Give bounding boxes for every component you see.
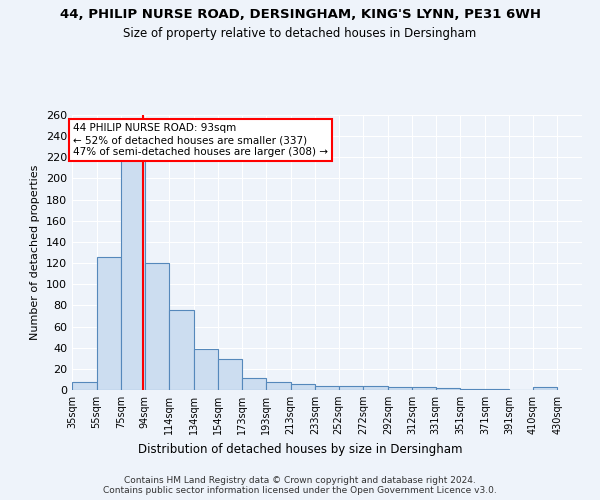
Text: Contains HM Land Registry data © Crown copyright and database right 2024.
Contai: Contains HM Land Registry data © Crown c… xyxy=(103,476,497,495)
Text: Distribution of detached houses by size in Dersingham: Distribution of detached houses by size … xyxy=(138,442,462,456)
Bar xyxy=(316,386,338,390)
Bar xyxy=(97,256,121,390)
Bar xyxy=(218,360,242,390)
Bar xyxy=(412,387,436,390)
Bar xyxy=(338,386,363,390)
Bar xyxy=(72,382,97,390)
Bar xyxy=(388,387,412,390)
Text: 44 PHILIP NURSE ROAD: 93sqm
← 52% of detached houses are smaller (337)
47% of se: 44 PHILIP NURSE ROAD: 93sqm ← 52% of det… xyxy=(73,124,328,156)
Bar xyxy=(145,263,169,390)
Bar xyxy=(169,310,194,390)
Bar xyxy=(533,387,557,390)
Bar xyxy=(266,382,291,390)
Bar xyxy=(121,126,145,390)
Bar xyxy=(242,378,266,390)
Bar xyxy=(291,384,316,390)
Y-axis label: Number of detached properties: Number of detached properties xyxy=(31,165,40,340)
Bar xyxy=(460,389,485,390)
Bar xyxy=(363,386,388,390)
Text: 44, PHILIP NURSE ROAD, DERSINGHAM, KING'S LYNN, PE31 6WH: 44, PHILIP NURSE ROAD, DERSINGHAM, KING'… xyxy=(59,8,541,20)
Bar xyxy=(194,349,218,390)
Bar xyxy=(485,389,509,390)
Text: Size of property relative to detached houses in Dersingham: Size of property relative to detached ho… xyxy=(124,28,476,40)
Bar xyxy=(436,388,460,390)
